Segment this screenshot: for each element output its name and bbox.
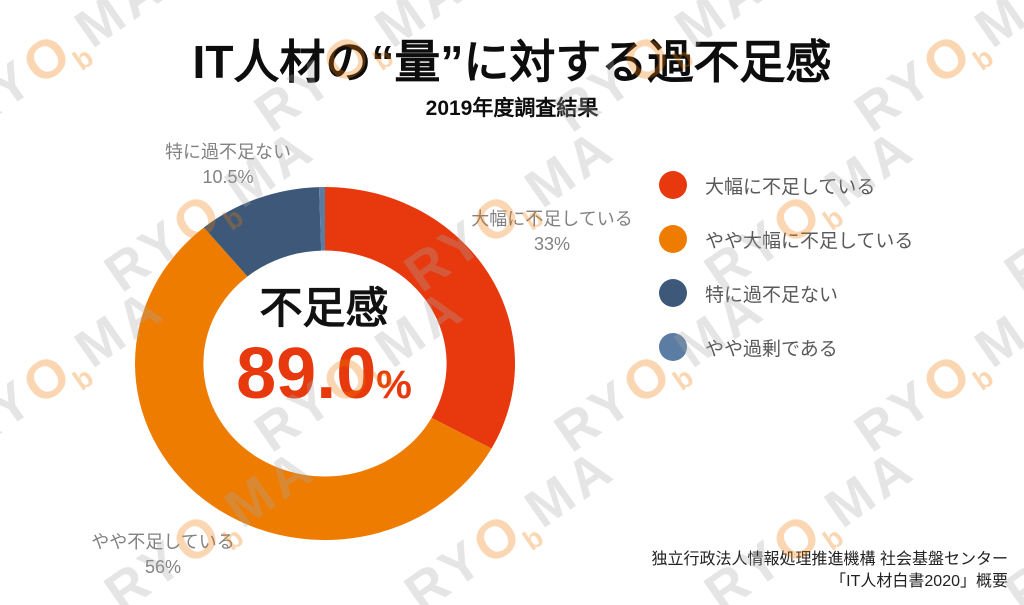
legend-label: 特に過不足ない (705, 284, 839, 306)
slice-label-name: やや不足している (91, 532, 235, 552)
donut-slice-2 (203, 187, 322, 277)
donut-center-text: 不足感 89.0% (164, 285, 484, 415)
legend-item-2: 特に過不足ない (659, 279, 913, 307)
slice-label-value: 33% (533, 234, 571, 254)
ryoma-watermark: RYObMA (994, 206, 1024, 304)
slice-label-name: 特に過不足ない (165, 142, 291, 162)
slice-label-value: 10.5% (202, 167, 254, 187)
chart-title: IT人材の“量”に対する過不足感 (192, 36, 832, 88)
donut-slice-1 (135, 227, 492, 540)
center-value-number: 89.0 (236, 334, 377, 415)
legend-color-dot (659, 225, 687, 253)
legend-label: やや大幅に不足している (705, 230, 914, 252)
legend-item-3: やや過剰である (659, 333, 913, 361)
legend-color-dot (659, 279, 687, 307)
legend-item-0: 大幅に不足している (659, 171, 913, 199)
slice-label-name: 大幅に不足している (471, 209, 633, 229)
legend-label: 大幅に不足している (705, 176, 876, 198)
legend-item-1: やや大幅に不足している (659, 225, 913, 253)
source-line-2: 「IT人材白書2020」概要 (830, 573, 1008, 590)
source-attribution: 独立行政法人情報処理推進機構 社会基盤センター 「IT人材白書2020」概要 (652, 549, 1008, 593)
source-line-1: 独立行政法人情報処理推進機構 社会基盤センター (651, 551, 1008, 568)
donut-slice-3 (319, 187, 325, 251)
donut-slice-0 (325, 187, 515, 449)
donut-chart (135, 187, 515, 540)
chart-legend: 大幅に不足しているやや大幅に不足している 特に過不足ない やや過剰である (659, 171, 913, 387)
slice-label-major-shortage: 大幅に不足している 33% (471, 207, 632, 257)
center-label: 不足感 (259, 285, 389, 333)
chart-subtitle: 2019年度調査結果 (425, 97, 599, 120)
legend-color-dot (659, 171, 687, 199)
slice-label-value: 56% (144, 557, 182, 577)
legend-color-dot (659, 333, 687, 361)
legend-label: やや過剰である (705, 338, 838, 360)
center-value-unit: % (376, 363, 412, 408)
slice-label-no-shortage: 特に過不足ない 10.5% (165, 140, 291, 190)
center-value: 89.0% (164, 334, 484, 415)
slice-label-somewhat-shortage: やや不足している 56% (91, 530, 234, 580)
